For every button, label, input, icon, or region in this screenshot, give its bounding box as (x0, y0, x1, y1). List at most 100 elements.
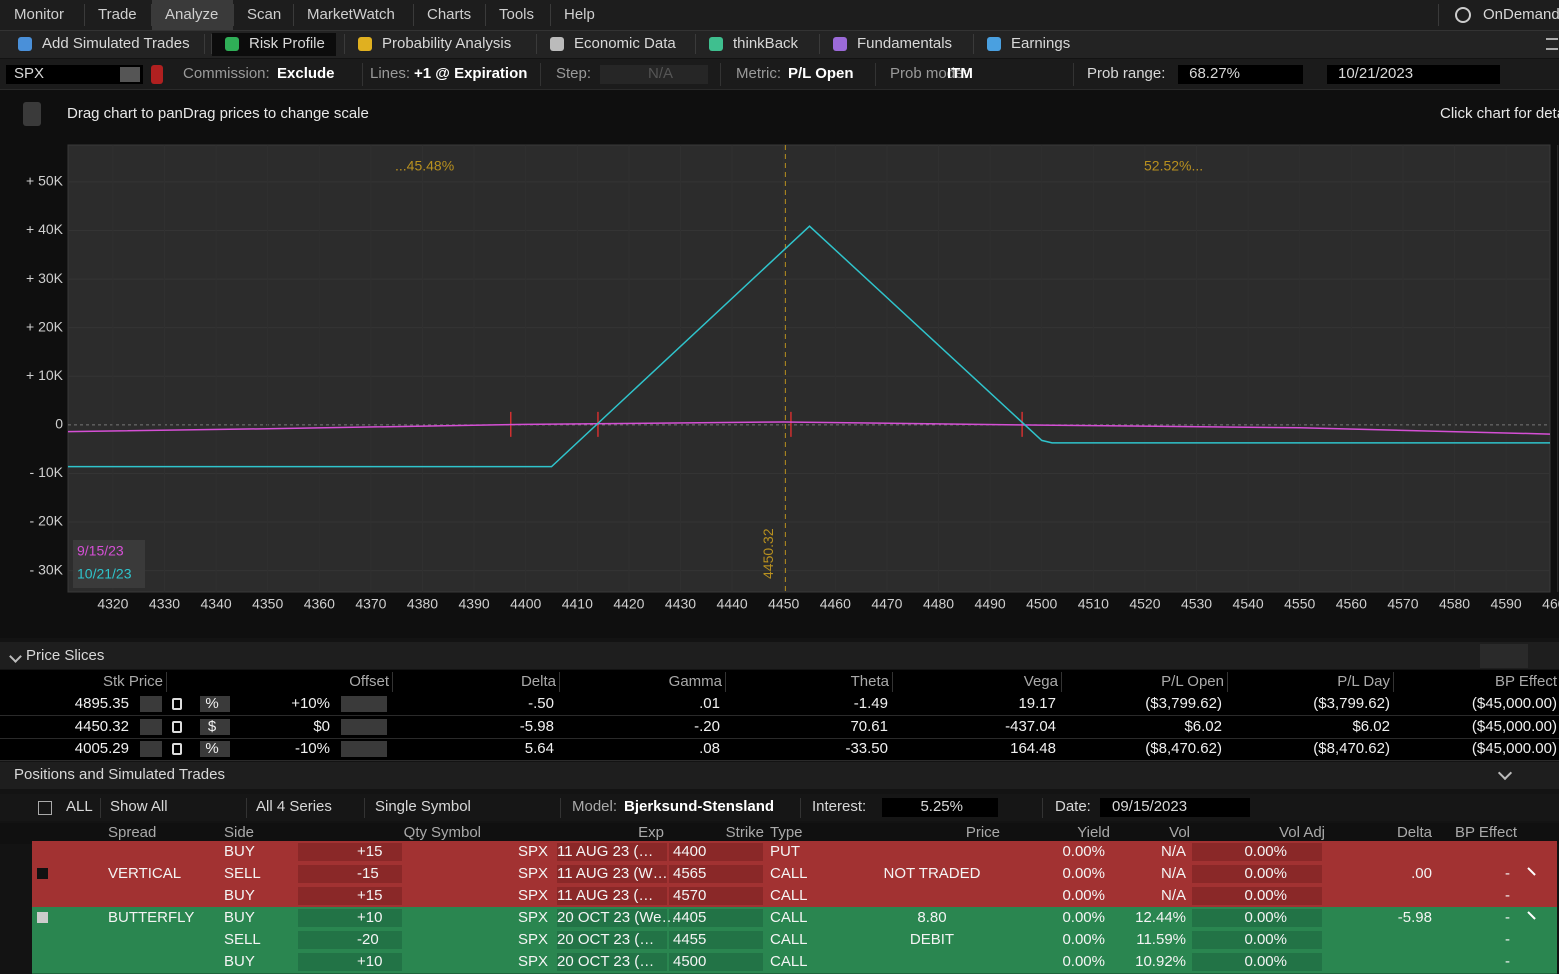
column-header: BP Effect (1455, 824, 1517, 841)
toolbar-icon (709, 37, 723, 51)
risk-profile-chart: - 30K - 20K - 10K 0 + 10K + 20K + 30K + 40K + 50… (26, 144, 1559, 612)
toolbar-button[interactable]: thinkBack (733, 35, 799, 52)
menu-bar (0, 0, 1559, 31)
separator (875, 63, 876, 86)
setting-metric-label: Metric: (736, 65, 781, 82)
unit-box (200, 741, 230, 757)
x-tick-label: 4390 (459, 596, 490, 612)
cell: - (1505, 865, 1510, 882)
date-input[interactable] (1327, 65, 1500, 84)
y-tick-label: 0 (55, 416, 63, 432)
toolbar-button[interactable]: Economic Data (574, 35, 676, 52)
plot-area (67, 144, 1551, 593)
probability-right: 52.52%... (1144, 158, 1203, 174)
spinner[interactable] (140, 718, 162, 735)
menu-item[interactable]: Trade (98, 6, 137, 23)
column-header: Side (224, 824, 255, 841)
filter-series[interactable]: All 4 Series (256, 798, 332, 815)
cell: 11 AUG 23 (W… (557, 865, 668, 882)
column-header: Qty (403, 824, 427, 841)
cell: 0.00% (1244, 843, 1287, 860)
toolbar-button[interactable]: Add Simulated Trades (42, 35, 190, 52)
cell: ($3,799.62) (1313, 695, 1390, 712)
cell: 5.64 (524, 740, 554, 757)
cell: - (1505, 953, 1510, 970)
x-tick-label: 4330 (149, 596, 180, 612)
checkbox[interactable] (37, 868, 48, 879)
toolbar-separator (819, 34, 820, 54)
ondemand-button[interactable]: OnDemand (1483, 6, 1559, 23)
cell: 0.00% (1244, 865, 1287, 882)
toolbar-icon (987, 37, 1001, 51)
filter-all[interactable]: ALL (66, 798, 93, 815)
cell: N/A (1160, 865, 1186, 882)
cell: 4450.32 (74, 717, 129, 735)
cell: -5.98 (519, 717, 554, 735)
date-input[interactable] (1100, 798, 1250, 817)
x-tick-label: 4570 (1387, 596, 1418, 612)
cell-box (669, 865, 763, 883)
spinner[interactable] (341, 741, 387, 757)
column-header: P/L Day (1337, 673, 1390, 690)
cell: ($45,000.00) (1471, 717, 1557, 735)
column-header: Vol Adj (1279, 824, 1325, 841)
toolbar-separator (211, 34, 212, 54)
x-tick-label: 4520 (1129, 596, 1160, 612)
cell: 0.00% (1062, 843, 1105, 860)
spinner[interactable] (140, 741, 162, 757)
menu-item[interactable]: Monitor (14, 6, 65, 23)
y-tick-label: - 30K (30, 561, 64, 577)
vol-adj-box (1192, 843, 1322, 861)
toolbar-button[interactable]: Probability Analysis (382, 35, 512, 52)
column-divider (166, 672, 167, 692)
toolbar-button[interactable]: Earnings (1011, 35, 1071, 52)
menu-item[interactable]: Tools (499, 6, 535, 23)
menu-item[interactable]: Scan (247, 6, 282, 23)
cell: 11 AUG 23 (… (557, 843, 654, 860)
x-tick-label: 4420 (613, 596, 644, 612)
checkbox[interactable] (37, 912, 48, 923)
cell-box (669, 909, 763, 927)
menu-item[interactable]: Help (564, 6, 595, 23)
column-header: Theta (850, 673, 889, 690)
toolbar-separator (344, 34, 345, 54)
x-tick-label: 4440 (717, 596, 748, 612)
spinner[interactable] (341, 718, 387, 735)
add-button[interactable] (1480, 644, 1528, 668)
setting-prob-range-label: Prob range: (1087, 65, 1166, 82)
checkbox[interactable] (38, 801, 52, 815)
cell-box (669, 953, 763, 971)
unit-box (200, 718, 230, 735)
cell: ($8,470.62) (1145, 740, 1222, 757)
y-tick-label: + 30K (26, 270, 64, 286)
toolbar-menu-icon (1546, 38, 1558, 50)
filter-show[interactable]: Show All (110, 798, 168, 815)
cell: BUY (224, 887, 255, 904)
cell-box (298, 865, 402, 883)
cell: -.50 (528, 695, 554, 712)
prob-range-input (1178, 65, 1303, 84)
x-tick-label: 4370 (355, 596, 386, 612)
cell: 11.59% (1136, 931, 1186, 948)
cell: $0 (313, 717, 330, 735)
cell: - (1505, 931, 1510, 948)
toolbar-button[interactable]: Fundamentals (857, 35, 953, 52)
symbol-value: SPX (14, 65, 45, 82)
date-value: 09/15/2023 (1112, 798, 1188, 815)
cell: -33.50 (845, 740, 888, 757)
menu-item[interactable]: Analyze (165, 6, 219, 23)
alert-icon (151, 65, 163, 84)
cell-box (669, 931, 763, 949)
spinner[interactable] (341, 696, 387, 712)
menu-item[interactable]: MarketWatch (307, 6, 395, 23)
menu-separator (293, 4, 294, 26)
separator (720, 63, 721, 86)
toolbar-separator (536, 34, 537, 54)
cell: ($3,799.62) (1145, 695, 1222, 712)
spinner[interactable] (140, 696, 162, 712)
toolbar-button[interactable]: Risk Profile (249, 35, 325, 52)
symbol-input[interactable] (6, 65, 143, 84)
filter-symbol[interactable]: Single Symbol (375, 798, 471, 815)
x-tick-label: 4320 (97, 596, 128, 612)
menu-item[interactable]: Charts (427, 6, 472, 23)
